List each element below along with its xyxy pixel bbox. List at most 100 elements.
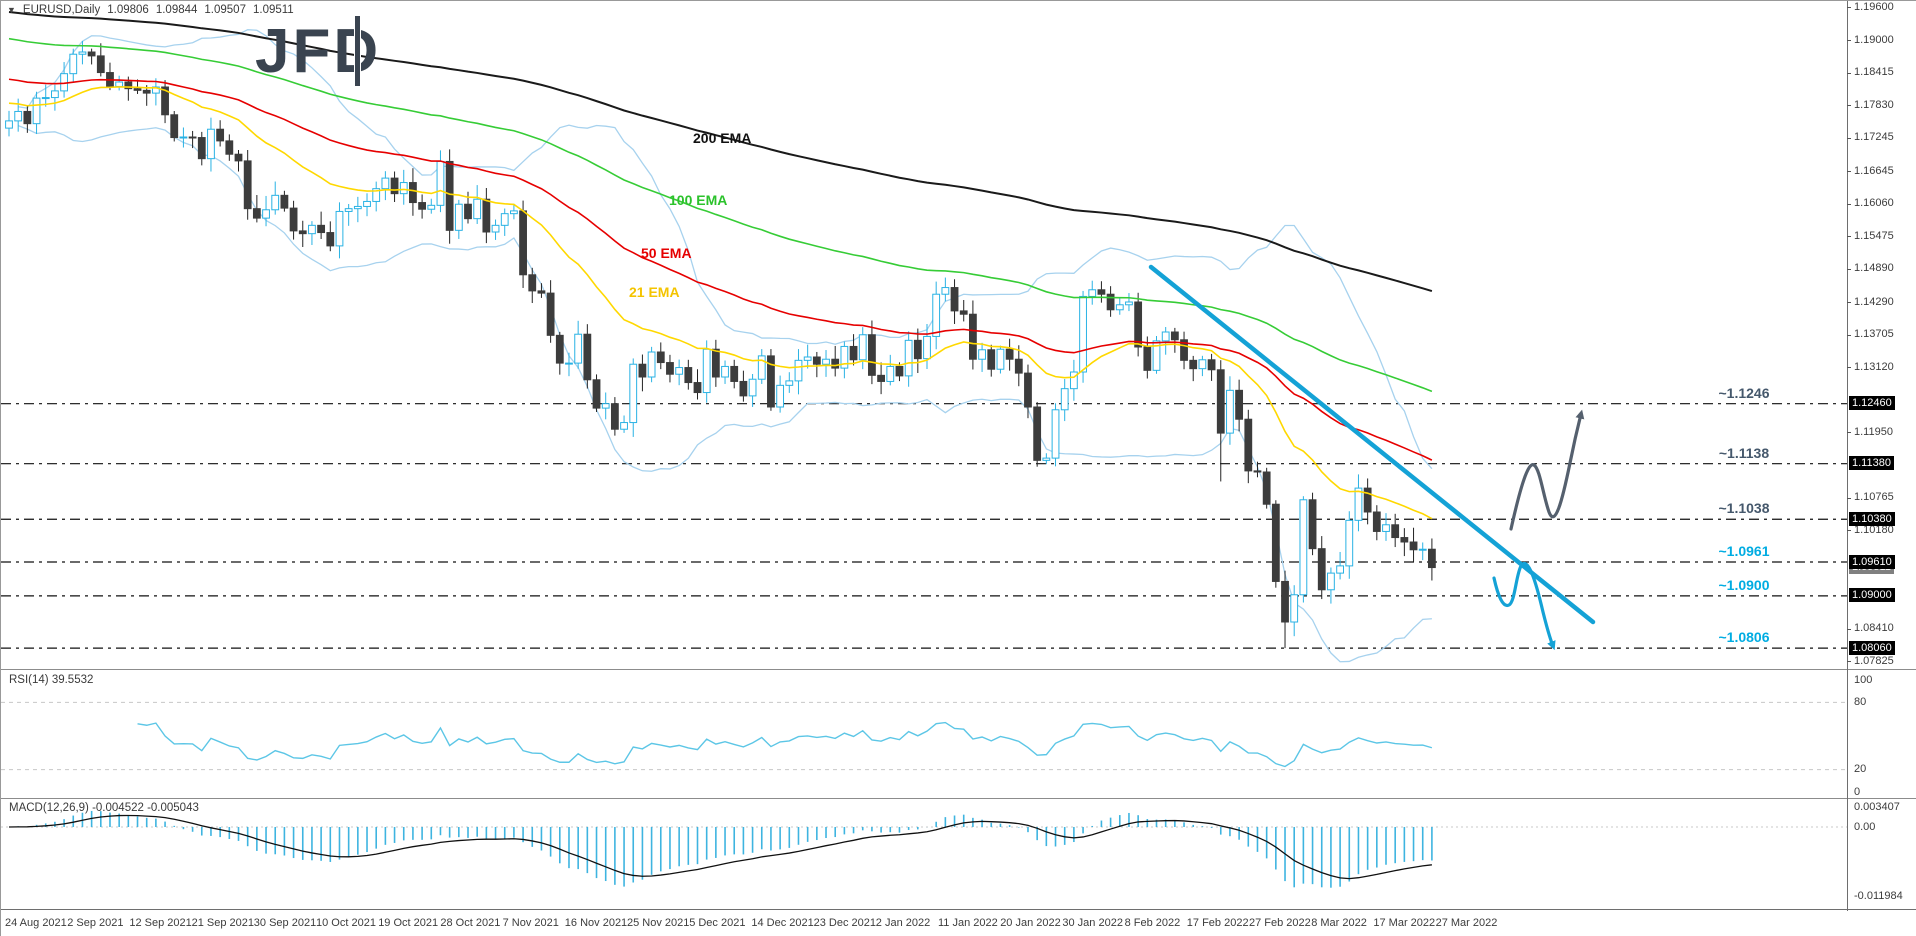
- level-annotation: ~1.0900: [1718, 576, 1770, 593]
- macd-canvas[interactable]: [1, 800, 1847, 910]
- tick-mark: [1847, 628, 1851, 630]
- tick-mark: [1847, 334, 1851, 336]
- price-tick: 1.18415: [1854, 66, 1894, 79]
- ema200-label: 200 EMA: [693, 130, 752, 146]
- bullish-projection-arrow: [1509, 409, 1585, 531]
- date-label: 8 Feb 2022: [1124, 917, 1181, 929]
- ohlc-close: 1.09511: [252, 4, 294, 16]
- level-annotation: ~1.0961: [1718, 543, 1770, 559]
- date-label: 30 Sep 2021: [253, 917, 317, 929]
- rsi-indicator-label: RSI(14) 39.5532: [9, 674, 94, 686]
- tick-mark: [1847, 40, 1851, 42]
- level-annotation: ~1.0806: [1718, 629, 1770, 646]
- ema100-label: 100 EMA: [669, 192, 728, 208]
- macd-axis-tick: -0.011984: [1854, 889, 1903, 902]
- ema21-label: 21 EMA: [629, 284, 680, 300]
- macd-axis-tick: 0.003407: [1854, 800, 1900, 813]
- date-axis[interactable]: 24 Aug 2021 2 Sep 2021 12 Sep 2021 21 Sep 2…: [1, 911, 1916, 936]
- tick-mark: [1847, 367, 1851, 368]
- price-tick: 1.13120: [1854, 360, 1894, 373]
- price-tick: 1.19600: [1854, 0, 1894, 13]
- price-tick: 1.10765: [1854, 491, 1894, 504]
- date-label: 20 Jan 2022: [1000, 917, 1061, 929]
- tick-mark: [1847, 661, 1851, 663]
- date-label: 24 Aug 2021: [5, 917, 67, 929]
- tick-mark: [1847, 302, 1851, 303]
- price-level-box: 1.09000: [1849, 588, 1895, 603]
- date-label: 23 Dec 2021: [813, 917, 876, 929]
- date-label: 10 Oct 2021: [316, 917, 376, 929]
- level-annotation: ~1.1038: [1718, 500, 1770, 517]
- date-label: 17 Feb 2022: [1186, 917, 1249, 929]
- tick-mark: [1847, 530, 1851, 532]
- date-label: 2 Jan 2022: [875, 917, 931, 929]
- rsi-axis-tick: 100: [1854, 673, 1873, 686]
- level-annotation: ~1.1246: [1718, 384, 1770, 401]
- price-level-box: 1.08060: [1849, 640, 1895, 655]
- broker-logo: JFD: [255, 16, 381, 86]
- ohlc-high: 1.09844: [155, 4, 198, 16]
- date-label: 11 Jan 2022: [938, 917, 998, 929]
- tick-mark: [1847, 268, 1851, 270]
- date-label: 17 Mar 2022: [1373, 917, 1436, 929]
- tick-mark: [1847, 236, 1851, 238]
- level-annotation: ~1.1138: [1718, 444, 1770, 461]
- tick-mark: [1847, 497, 1851, 499]
- price-tick: 1.10180: [1854, 523, 1894, 536]
- date-label: 16 Nov 2021: [564, 917, 628, 929]
- date-label: 7 Nov 2021: [502, 917, 559, 929]
- price-level-box: 1.09610: [1849, 554, 1895, 569]
- price-tick: 1.19000: [1854, 33, 1894, 46]
- date-label: 21 Sep 2021: [191, 917, 254, 929]
- bearish-projection-arrow: [1492, 562, 1556, 651]
- price-tick: 1.17830: [1854, 98, 1894, 111]
- price-axis[interactable]: [1847, 1, 1916, 911]
- date-label: 19 Oct 2021: [378, 917, 439, 929]
- broker-logo-text: JFD: [255, 17, 382, 86]
- macd-axis-tick: 0.00: [1854, 820, 1876, 833]
- date-label: 2 Sep 2021: [67, 917, 124, 929]
- price-level-box: 1.12460: [1849, 396, 1895, 411]
- date-label: 25 Nov 2021: [627, 917, 690, 929]
- tick-mark: [1847, 137, 1851, 139]
- rsi-canvas[interactable]: [1, 671, 1847, 799]
- date-label: 27 Feb 2022: [1249, 917, 1311, 929]
- date-label: 27 Mar 2022: [1435, 917, 1498, 929]
- symbol-dropdown-icon[interactable]: ▼: [7, 5, 16, 15]
- rsi-axis-tick: 20: [1854, 763, 1867, 776]
- price-tick: 1.16060: [1854, 197, 1894, 210]
- symbol-info-bar: ▼ EURUSD,Daily 1.09806 1.09844 1.09507 1…: [7, 4, 294, 16]
- rsi-panel[interactable]: [1, 671, 1916, 799]
- date-label: 8 Mar 2022: [1311, 917, 1367, 929]
- price-level-box: 1.11380: [1849, 456, 1894, 471]
- price-tick: 1.13705: [1854, 328, 1894, 340]
- price-level-box: 1.10380: [1849, 511, 1895, 526]
- date-label: 5 Dec 2021: [689, 917, 746, 929]
- price-tick: 1.16645: [1854, 164, 1894, 177]
- tick-mark: [1847, 203, 1851, 205]
- ema50-label: 50 EMA: [641, 245, 692, 261]
- price-tick: 1.07825: [1854, 654, 1894, 667]
- rsi-axis-tick: 0: [1854, 785, 1861, 798]
- rsi-axis-tick: 80: [1854, 695, 1867, 708]
- main-chart-canvas[interactable]: [1, 1, 1847, 670]
- ohlc-low: 1.09507: [204, 4, 246, 16]
- tick-mark: [1847, 72, 1851, 74]
- ohlc-open: 1.09806: [107, 4, 149, 16]
- main-price-panel[interactable]: [1, 1, 1916, 670]
- symbol-timeframe: EURUSD,Daily: [22, 4, 101, 16]
- date-label: 28 Oct 2021: [440, 917, 501, 929]
- date-label: 12 Sep 2021: [129, 917, 192, 929]
- price-tick: 1.15475: [1854, 229, 1894, 242]
- tick-mark: [1847, 7, 1851, 8]
- price-tick: 1.14290: [1854, 295, 1894, 308]
- macd-panel[interactable]: [1, 800, 1916, 910]
- macd-indicator-label: MACD(12,26,9) -0.004522 -0.005043: [9, 802, 199, 814]
- date-label: 14 Dec 2021: [751, 917, 814, 929]
- price-tick: 1.17245: [1854, 131, 1894, 144]
- date-label: 30 Jan 2022: [1062, 917, 1123, 929]
- price-tick: 1.14890: [1854, 262, 1894, 275]
- logo-candle-bar: [354, 16, 361, 86]
- tick-mark: [1847, 432, 1851, 433]
